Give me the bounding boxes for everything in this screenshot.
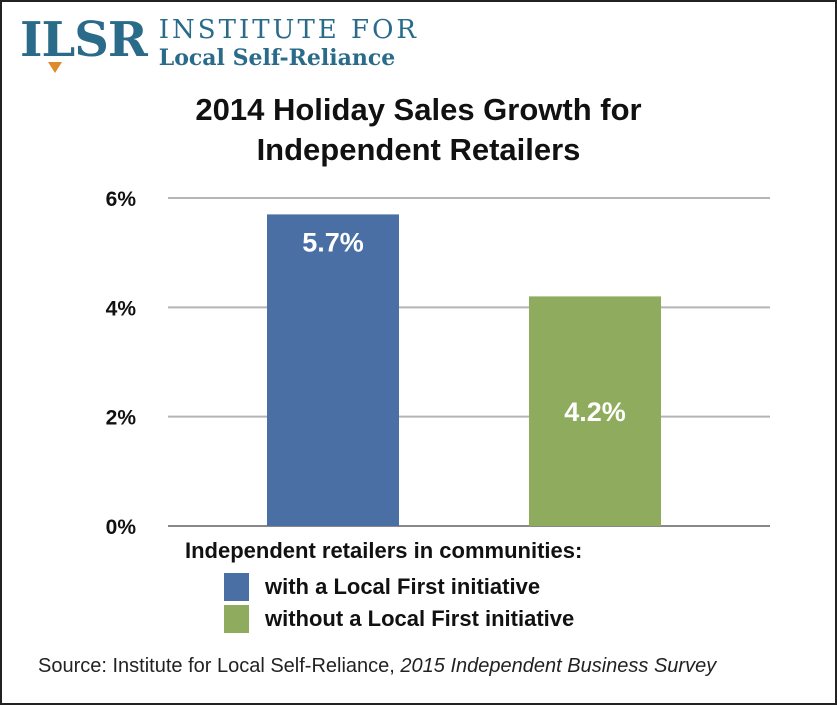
chart-title-line1: 2014 Holiday Sales Growth for xyxy=(195,92,642,127)
logo-line1: INSTITUTE FOR xyxy=(158,15,419,45)
logo-mark-text: ILSR xyxy=(20,12,148,68)
logo-triangle-icon xyxy=(48,62,62,73)
legend-item-without: without a Local First initiative xyxy=(224,605,574,633)
legend-item-with: with a Local First initiative xyxy=(224,573,540,601)
logo-mark: ILSR xyxy=(20,10,148,73)
bar xyxy=(529,296,661,526)
source-title: 2015 Independent Business Survey xyxy=(400,655,717,677)
legend-swatch-with xyxy=(224,573,249,601)
legend-swatch-without xyxy=(224,605,249,633)
y-tick-label: 6% xyxy=(106,188,137,211)
y-tick-label: 4% xyxy=(106,297,137,320)
legend-label-with: with a Local First initiative xyxy=(265,574,541,599)
bar-data-label: 4.2% xyxy=(564,397,626,427)
logo-line2: Local Self-Reliance xyxy=(158,45,396,71)
ilsr-logo: ILSR INSTITUTE FOR Local Self-Reliance xyxy=(20,10,419,73)
legend-label-without: without a Local First initiative xyxy=(265,606,575,631)
bar xyxy=(267,214,399,526)
legend-title: Independent retailers in communities: xyxy=(185,538,583,563)
y-tick-label: 2% xyxy=(106,407,137,430)
bar-data-label: 5.7% xyxy=(302,227,364,257)
logo-text: INSTITUTE FOR Local Self-Reliance xyxy=(159,10,419,72)
source-note: Source: Institute for Local Self-Relianc… xyxy=(38,655,716,678)
chart-title-line2: Independent Retailers xyxy=(256,132,581,167)
source-prefix: Source: Institute for Local Self-Relianc… xyxy=(38,655,401,677)
y-tick-label: 0% xyxy=(106,516,137,539)
